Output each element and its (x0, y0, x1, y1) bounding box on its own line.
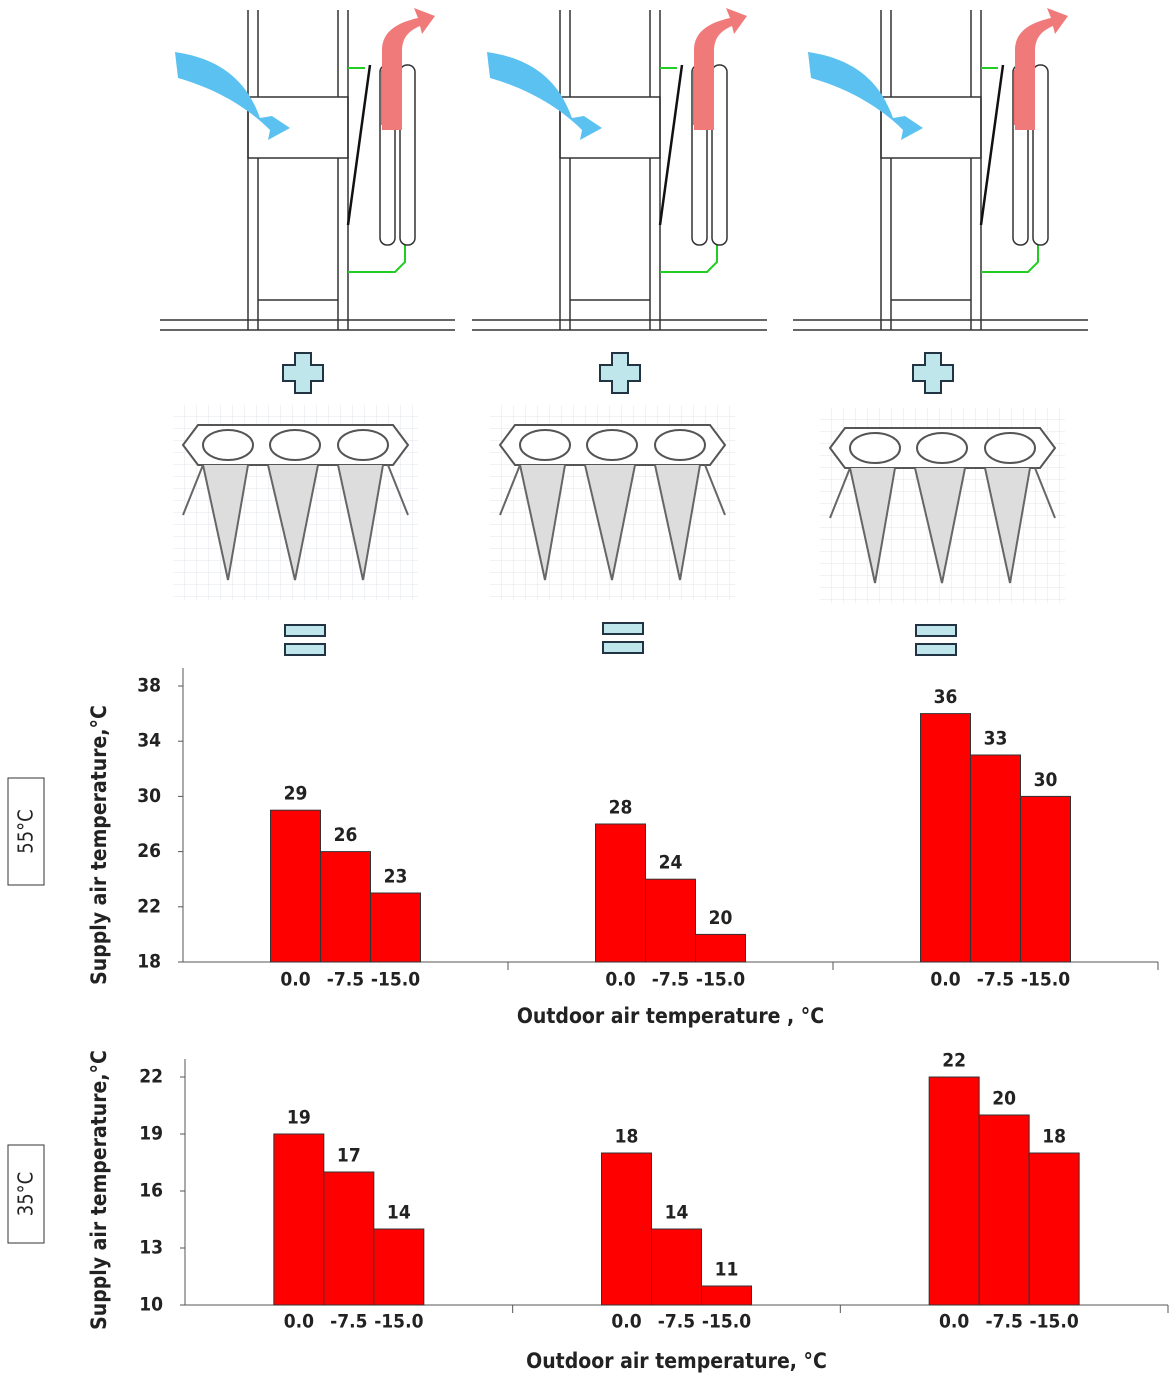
x-tick-label: 0.0 (611, 1311, 641, 1333)
bar (371, 893, 421, 962)
bar-chart: 35°C Supply air temperature,°C Outdoor air… (8, 1050, 1168, 1374)
x-tick-label: -7.5 (985, 1311, 1022, 1333)
value-label: 28 (609, 797, 633, 819)
value-label: 36 (934, 686, 958, 708)
value-label: 14 (387, 1202, 411, 1224)
bar (596, 824, 646, 962)
value-label: 33 (984, 728, 1008, 750)
value-label: 24 (659, 852, 683, 874)
x-tick-label: 0.0 (284, 1311, 314, 1333)
y-tick-label: 16 (139, 1180, 163, 1202)
y-tick-label: 10 (139, 1294, 163, 1316)
value-label: 22 (942, 1050, 966, 1072)
value-label: 17 (337, 1145, 361, 1167)
value-label: 20 (992, 1088, 1016, 1110)
x-tick-label: -15.0 (1030, 1311, 1079, 1333)
x-tick-label: -7.5 (327, 969, 364, 991)
value-label: 29 (284, 783, 308, 805)
x-axis-title: Outdoor air temperature, °C (526, 1349, 827, 1373)
x-tick-label: -7.5 (658, 1311, 695, 1333)
value-label: 18 (1042, 1126, 1066, 1148)
y-tick-label: 34 (137, 730, 161, 752)
value-label: 19 (287, 1107, 311, 1129)
y-axis-title: Supply air temperature,°C (87, 1050, 111, 1330)
bar (374, 1229, 424, 1305)
side-label: 35°C (14, 1172, 38, 1216)
value-label: 11 (715, 1259, 739, 1281)
value-label: 26 (334, 824, 358, 846)
bar (274, 1134, 324, 1305)
y-tick-label: 18 (137, 951, 161, 973)
figure: 55°C Supply air temperature,°C Outdoor air… (0, 0, 1176, 1383)
x-tick-label: 0.0 (605, 969, 635, 991)
bar (271, 810, 321, 962)
bar (1021, 796, 1071, 962)
x-tick-label: 0.0 (280, 969, 310, 991)
bar (652, 1229, 702, 1305)
y-tick-label: 30 (137, 785, 161, 807)
bar-chart: 55°C Supply air temperature,°C Outdoor air… (8, 668, 1158, 1028)
y-tick-label: 22 (137, 895, 161, 917)
bar (1029, 1153, 1079, 1305)
bar (921, 714, 971, 962)
x-tick-label: 0.0 (930, 969, 960, 991)
bar (321, 852, 371, 962)
x-tick-label: -15.0 (374, 1311, 423, 1333)
diagrams (160, 8, 1088, 655)
bar (646, 879, 696, 962)
x-tick-label: -7.5 (977, 969, 1014, 991)
bar (929, 1077, 979, 1305)
x-tick-label: -15.0 (371, 969, 420, 991)
x-tick-label: -15.0 (1021, 969, 1070, 991)
value-label: 23 (384, 866, 408, 888)
value-label: 18 (615, 1126, 639, 1148)
y-tick-label: 38 (137, 675, 161, 697)
y-tick-label: 26 (137, 840, 161, 862)
bar (702, 1286, 752, 1305)
bar (696, 934, 746, 962)
x-tick-label: 0.0 (939, 1311, 969, 1333)
bar (602, 1153, 652, 1305)
x-tick-label: -15.0 (696, 969, 745, 991)
value-label: 14 (665, 1202, 689, 1224)
side-label: 55°C (14, 809, 38, 853)
x-tick-label: -7.5 (652, 969, 689, 991)
y-axis-title: Supply air temperature,°C (87, 705, 111, 985)
x-axis-title: Outdoor air temperature , °C (517, 1004, 824, 1028)
x-tick-label: -15.0 (702, 1311, 751, 1333)
y-tick-label: 22 (139, 1066, 163, 1088)
bar (324, 1172, 374, 1305)
value-label: 30 (1034, 769, 1058, 791)
x-tick-label: -7.5 (330, 1311, 367, 1333)
bar (971, 755, 1021, 962)
value-label: 20 (709, 907, 733, 929)
bar (979, 1115, 1029, 1305)
y-tick-label: 13 (139, 1237, 163, 1259)
y-tick-label: 19 (139, 1123, 163, 1145)
